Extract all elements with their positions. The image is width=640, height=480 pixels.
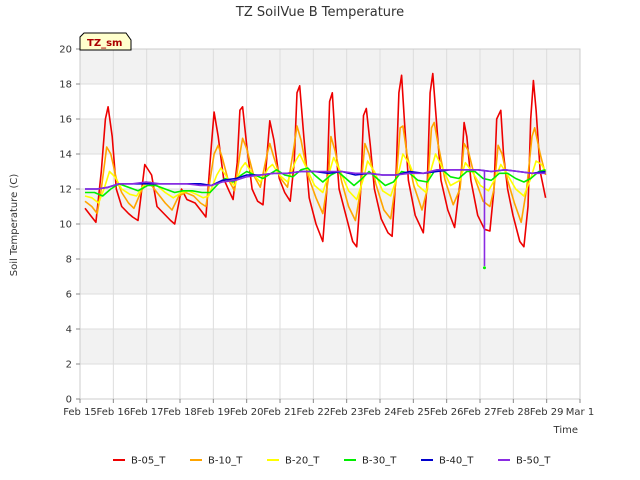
legend-label-B-10_T: B-10_T: [208, 456, 243, 467]
x-tick-label: Feb 16: [97, 407, 131, 418]
plot-band: [80, 259, 580, 294]
series-line-B-30_T: [85, 167, 546, 197]
x-tick-label: Feb 17: [130, 407, 164, 418]
x-tick-label: Mar 1: [566, 407, 594, 418]
plot-band: [80, 224, 580, 259]
plot-band: [80, 49, 580, 84]
x-tick-label: Feb 28: [497, 407, 531, 418]
legend-label-B-05_T: B-05_T: [131, 456, 166, 467]
legend-label-B-20_T: B-20_T: [285, 456, 320, 467]
x-tick-label: Feb 23: [330, 407, 364, 418]
y-tick-label: 14: [59, 150, 72, 161]
series-line-B-50_T: [85, 169, 546, 190]
x-tick-label: Feb 20: [230, 407, 264, 418]
y-tick-label: 0: [66, 395, 72, 406]
x-tick-label: Feb 29: [530, 407, 564, 418]
x-tick-label: Feb 21: [263, 407, 297, 418]
x-tick-label: Feb 26: [430, 407, 464, 418]
y-tick-label: 12: [59, 185, 72, 196]
plot-band: [80, 294, 580, 329]
series-line-B-05_T: [84, 72, 547, 248]
y-tick-label: 16: [59, 115, 72, 126]
chart-title: TZ SoilVue B Temperature: [235, 5, 404, 20]
x-tick-label: Feb 19: [197, 407, 231, 418]
tag-box: [79, 32, 132, 51]
legend-label-B-40_T: B-40_T: [439, 456, 474, 467]
plot-band: [80, 364, 580, 399]
series-layer: [84, 72, 547, 270]
tag-label: TZ_sm: [87, 38, 122, 49]
x-tick-label: Feb 27: [463, 407, 497, 418]
x-tick-label: Feb 15: [63, 407, 97, 418]
legend: B-05_T B-10_T B-20_T B-30_T B-40_T B-50_T: [113, 456, 551, 467]
y-tick-label: 8: [66, 255, 72, 266]
legend-label-B-30_T: B-30_T: [362, 456, 397, 467]
plot-band: [80, 189, 580, 224]
y-tick-label: 6: [66, 290, 72, 301]
x-tick-label: Feb 22: [297, 407, 331, 418]
series-spike-B-30_T: [482, 266, 486, 270]
y-tick-label: 18: [59, 80, 72, 91]
tag-badge: TZ_sm: [79, 32, 132, 51]
y-tick-label: 4: [66, 325, 72, 336]
x-tick-label: Feb 24: [363, 407, 397, 418]
plot-band: [80, 329, 580, 364]
series-line-B-10_T: [84, 121, 547, 224]
y-axis-title: Soil Temperature (C): [9, 174, 20, 277]
x-tick-label: Feb 25: [397, 407, 431, 418]
x-axis-title: Time: [553, 425, 578, 436]
y-tick-label: 20: [59, 45, 72, 56]
x-tick-label: Feb 18: [163, 407, 197, 418]
legend-label-B-50_T: B-50_T: [516, 456, 551, 467]
y-tick-label: 2: [66, 360, 72, 371]
y-tick-label: 10: [59, 220, 72, 231]
